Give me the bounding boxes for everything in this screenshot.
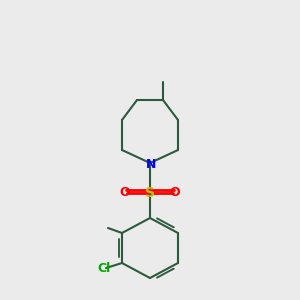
Text: Cl: Cl xyxy=(98,262,111,275)
Text: N: N xyxy=(146,158,156,170)
Text: O: O xyxy=(120,187,130,200)
Text: O: O xyxy=(170,187,180,200)
Text: S: S xyxy=(145,186,155,200)
